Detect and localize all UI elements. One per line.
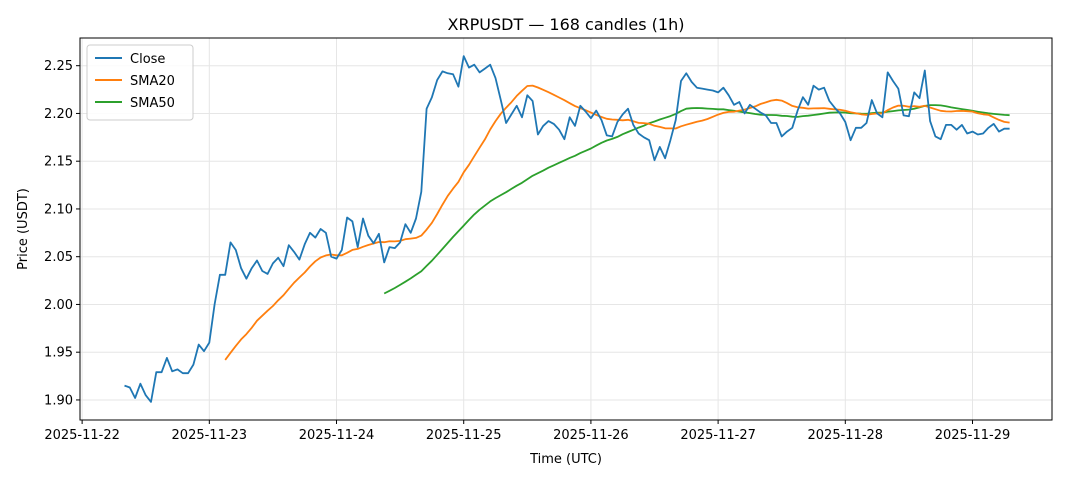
series-line-sma20 [224,84,1010,361]
y-tick-label: 2.05 [44,250,73,265]
x-tick-label: 2025-11-28 [808,428,884,443]
series-line-sma50 [383,104,1010,295]
x-tick-label: 2025-11-22 [44,428,120,443]
plot-frame [79,37,1053,421]
x-tick-label: 2025-11-27 [680,428,756,443]
x-tick-label: 2025-11-25 [426,428,502,443]
x-tick-label: 2025-11-24 [299,428,375,443]
series-line-close [124,55,1010,403]
y-tick-label: 2.10 [44,202,73,217]
y-tick-label: 2.15 [44,155,73,170]
y-tick-label: 1.95 [44,346,73,361]
legend-label-sma20: SMA20 [130,74,175,89]
legend-label-close: Close [130,52,165,67]
y-tick-label: 2.20 [44,107,73,122]
y-tick-label: 2.00 [44,298,73,313]
x-axis-label: Time (UTC) [529,452,602,467]
y-axis-label: Price (USDT) [16,188,31,270]
x-tick-label: 2025-11-26 [553,428,629,443]
legend: Close SMA20 SMA50 [86,44,194,121]
x-tick-label: 2025-11-23 [172,428,248,443]
y-tick-label: 1.90 [44,393,73,408]
legend-label-sma50: SMA50 [130,96,175,111]
y-tick-label: 2.25 [44,59,73,74]
x-tick-label: 2025-11-29 [935,428,1011,443]
chart-title: XRPUSDT — 168 candles (1h) [448,15,685,34]
